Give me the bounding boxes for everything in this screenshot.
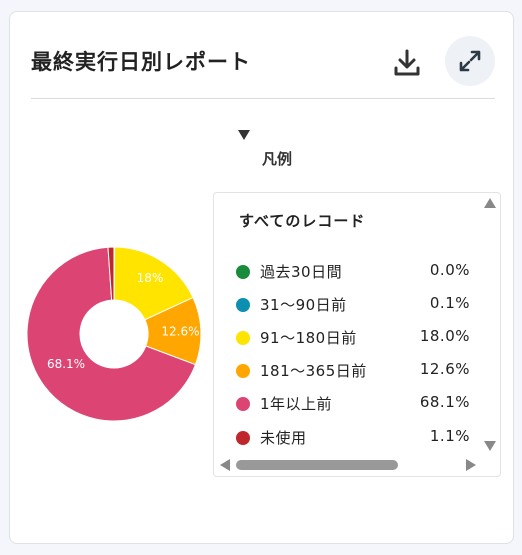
- pie-slice[interactable]: [26, 246, 197, 422]
- legend-panel: すべてのレコード 過去30日間 0.0% 31〜90日前 0.1% 91〜180…: [213, 192, 501, 477]
- slice-data-label: 12.6%: [161, 325, 199, 339]
- legend-title: 凡例: [262, 150, 293, 168]
- legend-item-label: 過去30日間: [260, 263, 343, 281]
- scroll-left-icon[interactable]: [220, 459, 230, 471]
- legend-horizontal-scrollbar[interactable]: [214, 454, 480, 476]
- legend-item-value: 0.1%: [429, 294, 470, 312]
- legend-item-label: 91〜180日前: [260, 329, 357, 347]
- donut-chart: 18% 12.6% 68.1%: [26, 246, 202, 422]
- legend-dot: [236, 298, 250, 312]
- legend-item[interactable]: 過去30日間 0.0%: [230, 261, 470, 283]
- legend-item-value: 18.0%: [419, 327, 470, 345]
- legend-item[interactable]: 31〜90日前 0.1%: [230, 294, 470, 316]
- pie-slice[interactable]: [107, 246, 115, 301]
- slice-data-label: 18%: [137, 271, 164, 285]
- legend-toggle[interactable]: [238, 130, 250, 140]
- expand-icon: [459, 50, 481, 72]
- legend-heading: すべてのレコード: [239, 212, 366, 230]
- legend-item-value: 68.1%: [419, 393, 470, 411]
- legend-dot: [236, 431, 250, 445]
- legend-item[interactable]: 未使用 1.1%: [230, 427, 470, 449]
- legend-item-label: 未使用: [260, 429, 307, 447]
- legend-item-value: 0.0%: [429, 261, 470, 279]
- download-icon: [394, 49, 420, 76]
- page-title: 最終実行日別レポート: [31, 50, 251, 74]
- legend-item[interactable]: 181〜365日前 12.6%: [230, 360, 470, 382]
- report-card: 最終実行日別レポート 凡例 18% 12.6% 68.1% すべてのレコード 過去3…: [9, 11, 514, 544]
- legend-item-label: 1年以上前: [260, 395, 333, 413]
- legend-item[interactable]: 1年以上前 68.1%: [230, 393, 470, 415]
- triangle-down-icon: [238, 130, 250, 140]
- scroll-down-icon[interactable]: [484, 441, 496, 451]
- pie-slice[interactable]: [113, 246, 194, 321]
- download-button[interactable]: [386, 42, 428, 84]
- legend-item[interactable]: 91〜180日前 18.0%: [230, 327, 470, 349]
- legend-item-value: 1.1%: [429, 427, 470, 445]
- scroll-right-icon[interactable]: [466, 459, 476, 471]
- slice-data-label: 68.1%: [47, 357, 85, 371]
- legend-dot: [236, 265, 250, 279]
- header-divider: [31, 98, 495, 99]
- legend-dot: [236, 397, 250, 411]
- legend-item-label: 181〜365日前: [260, 362, 367, 380]
- legend-vertical-scrollbar[interactable]: [480, 193, 500, 455]
- expand-button[interactable]: [445, 36, 495, 86]
- legend-item-label: 31〜90日前: [260, 296, 347, 314]
- horizontal-scroll-thumb[interactable]: [236, 460, 398, 470]
- legend-dot: [236, 364, 250, 378]
- legend-dot: [236, 331, 250, 345]
- scroll-up-icon[interactable]: [484, 198, 496, 208]
- legend-item-value: 12.6%: [419, 360, 470, 378]
